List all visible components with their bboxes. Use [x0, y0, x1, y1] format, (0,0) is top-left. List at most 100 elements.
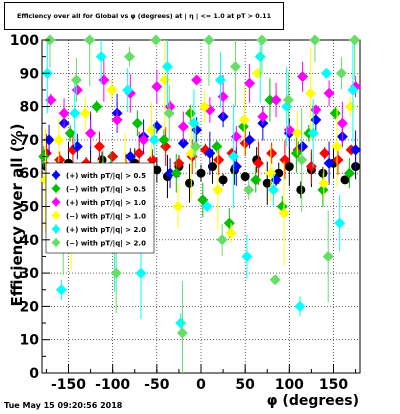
data-point: [307, 127, 319, 139]
data-point: [343, 167, 355, 179]
data-point: [176, 327, 188, 339]
data-point: [55, 284, 67, 296]
data-point: [290, 147, 302, 159]
data-point: [284, 162, 294, 172]
data-point: [158, 134, 170, 146]
data-point: [264, 94, 276, 106]
data-point: [252, 157, 264, 169]
data-point: [133, 147, 145, 159]
data-point: [229, 61, 241, 73]
data-point: [148, 134, 160, 146]
data-point: [305, 87, 317, 99]
data-point: [250, 174, 262, 186]
y-tick-label: 20: [20, 299, 40, 315]
y-tick-label: 100: [10, 33, 39, 49]
y-tick-label: 40: [20, 233, 40, 249]
data-point: [138, 134, 150, 146]
data-point: [244, 134, 256, 146]
data-point: [45, 94, 57, 106]
x-tick-label: -100: [95, 377, 130, 393]
y-tick-label: 80: [20, 100, 40, 116]
data-point: [123, 51, 135, 63]
data-point: [319, 147, 331, 159]
data-point: [279, 154, 291, 166]
data-point: [191, 74, 203, 86]
data-point: [170, 167, 182, 179]
data-point: [334, 217, 346, 229]
data-point: [212, 184, 224, 196]
data-point: [196, 168, 206, 178]
data-point: [336, 117, 348, 129]
data-point: [331, 141, 343, 153]
data-point: [213, 154, 225, 166]
data-point: [95, 51, 107, 63]
data-point: [256, 34, 268, 46]
data-point: [131, 117, 143, 129]
data-point: [335, 67, 347, 79]
data-point: [243, 184, 255, 196]
x-tick-label: -150: [51, 377, 86, 393]
axis-layer: 0 10 20 30 40 50 60 70 80 90 100 -150 -100 -50 0 50 100 1…: [10, 33, 357, 393]
series-group: [44, 34, 361, 373]
data-point: [323, 87, 335, 99]
data-point: [266, 147, 278, 159]
data-point: [332, 154, 344, 166]
data-point: [350, 144, 362, 156]
data-point: [175, 317, 187, 329]
data-point: [297, 71, 309, 83]
data-point: [309, 34, 321, 46]
data-point: [223, 217, 235, 229]
data-point: [79, 107, 91, 119]
title-box: Efficiency over all for Global vs φ (deg…: [4, 2, 284, 30]
data-point: [296, 154, 308, 166]
legend-label: (−) with pT/|q| > 1.0: [66, 213, 146, 222]
data-point: [305, 161, 317, 173]
data-point: [146, 154, 158, 166]
data-point: [135, 267, 147, 279]
data-point: [161, 61, 173, 73]
legend-box: [45, 162, 155, 254]
data-point: [278, 207, 290, 219]
legend-label: (+) with pT/|q| > 2.0: [66, 226, 146, 235]
data-point: [172, 201, 184, 212]
data-point: [204, 147, 216, 159]
data-point: [163, 107, 175, 119]
data-point: [340, 175, 350, 185]
legend-marker: [51, 170, 61, 180]
chart-title: Efficiency over all for Global vs φ (deg…: [16, 12, 272, 20]
data-point: [347, 84, 359, 96]
data-point: [240, 172, 250, 182]
data-point: [91, 101, 103, 113]
data-point: [84, 34, 96, 46]
y-tick-label: 90: [20, 66, 40, 82]
data-point: [197, 194, 209, 206]
legend-label: (−) with pT/|q| > 0.5: [66, 186, 146, 195]
data-point: [201, 201, 213, 212]
data-point: [199, 101, 211, 113]
legend-marker: [51, 238, 61, 247]
data-point: [225, 227, 237, 239]
data-point: [323, 157, 335, 169]
x-tick-label: 150: [319, 377, 348, 393]
data-point: [177, 121, 189, 133]
data-point: [93, 141, 105, 153]
legend-label: (−) with pT/|q| > 2.0: [66, 240, 146, 249]
y-tick-label: 50: [20, 200, 40, 216]
data-point: [238, 114, 250, 126]
data-point: [110, 267, 122, 279]
y-tick-label: 60: [20, 166, 40, 182]
data-point: [296, 185, 306, 195]
datestamp: Tue May 15 09:20:56 2018: [4, 401, 123, 410]
data-point: [320, 67, 332, 79]
data-point: [69, 107, 81, 119]
data-point: [270, 94, 282, 106]
y-tick-label: 10: [20, 333, 40, 349]
data-point: [58, 107, 70, 119]
data-point: [190, 141, 202, 153]
data-point: [349, 34, 361, 46]
data-point: [85, 127, 97, 139]
data-point: [237, 121, 249, 133]
data-point: [111, 114, 123, 126]
